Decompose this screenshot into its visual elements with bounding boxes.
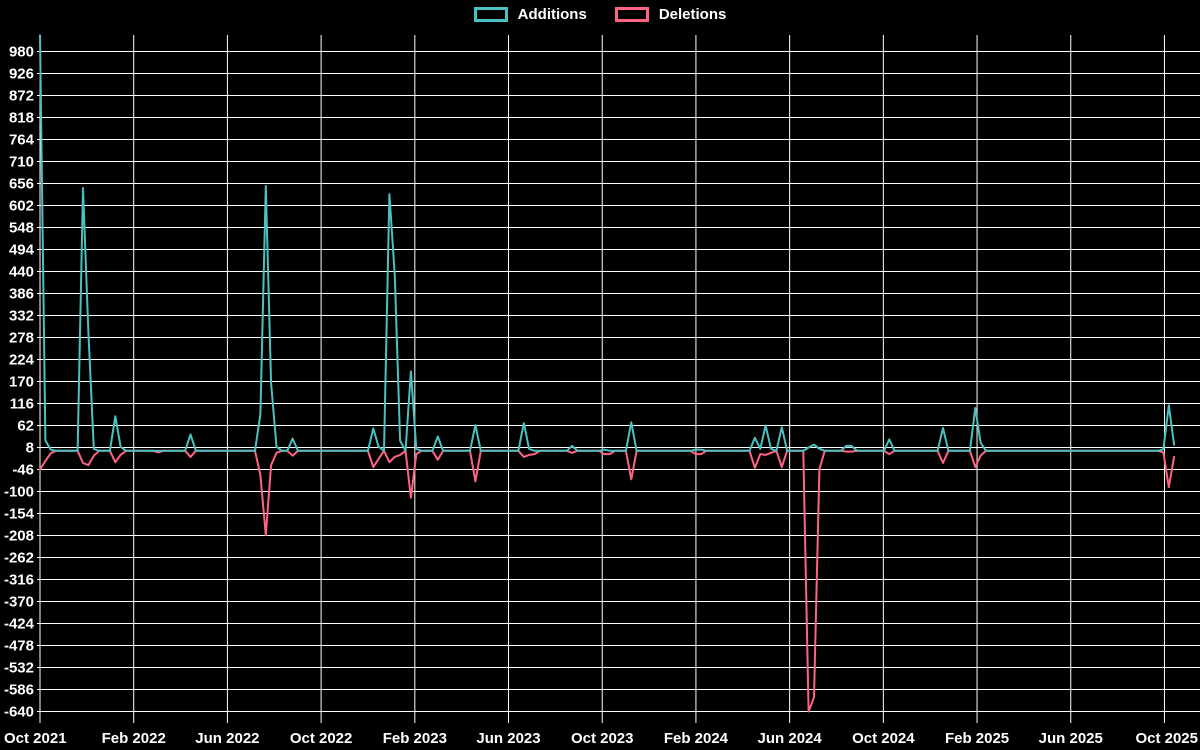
svg-text:710: 710 — [9, 154, 34, 171]
svg-text:980: 980 — [9, 44, 34, 61]
svg-text:Oct 2025: Oct 2025 — [1135, 730, 1198, 747]
svg-text:-478: -478 — [4, 638, 34, 655]
svg-text:Feb 2023: Feb 2023 — [383, 730, 447, 747]
deletions-swatch-icon — [614, 7, 649, 22]
svg-text:-262: -262 — [4, 550, 34, 567]
chart-legend: Additions Deletions — [0, 6, 1200, 23]
svg-text:Jun 2022: Jun 2022 — [195, 730, 259, 747]
svg-text:764: 764 — [9, 132, 35, 149]
svg-text:440: 440 — [9, 264, 34, 281]
svg-text:Oct 2024: Oct 2024 — [852, 730, 915, 747]
svg-text:116: 116 — [10, 396, 34, 413]
additions-swatch-icon — [473, 7, 508, 22]
additions-legend-label: Additions — [517, 6, 587, 23]
svg-text:170: 170 — [9, 374, 34, 391]
svg-text:Jun 2023: Jun 2023 — [476, 730, 540, 747]
svg-text:Feb 2025: Feb 2025 — [945, 730, 1009, 747]
svg-text:224: 224 — [9, 352, 35, 369]
svg-text:656: 656 — [9, 176, 34, 193]
svg-text:-370: -370 — [4, 594, 34, 611]
svg-text:8: 8 — [26, 440, 34, 457]
svg-text:Oct 2021: Oct 2021 — [4, 730, 67, 747]
svg-text:Feb 2024: Feb 2024 — [664, 730, 729, 747]
svg-text:-532: -532 — [4, 660, 34, 677]
svg-text:-208: -208 — [4, 528, 34, 545]
svg-text:386: 386 — [9, 286, 34, 303]
svg-text:-424: -424 — [4, 616, 35, 633]
svg-text:Feb 2022: Feb 2022 — [102, 730, 166, 747]
legend-item-additions[interactable]: Additions — [473, 6, 587, 23]
svg-text:Jun 2024: Jun 2024 — [758, 730, 823, 747]
deletions-legend-label: Deletions — [658, 6, 727, 23]
svg-text:278: 278 — [9, 330, 34, 347]
svg-text:Jun 2025: Jun 2025 — [1039, 730, 1103, 747]
svg-text:494: 494 — [9, 242, 35, 259]
svg-text:332: 332 — [9, 308, 34, 325]
svg-text:548: 548 — [9, 220, 34, 237]
svg-text:872: 872 — [9, 88, 34, 105]
legend-item-deletions[interactable]: Deletions — [614, 6, 727, 23]
svg-text:-586: -586 — [4, 682, 34, 699]
svg-text:602: 602 — [9, 198, 34, 215]
svg-text:-316: -316 — [4, 572, 34, 589]
svg-text:-640: -640 — [4, 704, 34, 721]
svg-text:Oct 2023: Oct 2023 — [571, 730, 634, 747]
svg-text:62: 62 — [17, 418, 34, 435]
svg-text:-100: -100 — [4, 484, 34, 501]
svg-text:Oct 2022: Oct 2022 — [290, 730, 353, 747]
svg-text:-154: -154 — [4, 506, 35, 523]
svg-text:-46: -46 — [12, 462, 34, 479]
svg-text:818: 818 — [9, 110, 34, 127]
svg-text:926: 926 — [9, 66, 34, 83]
